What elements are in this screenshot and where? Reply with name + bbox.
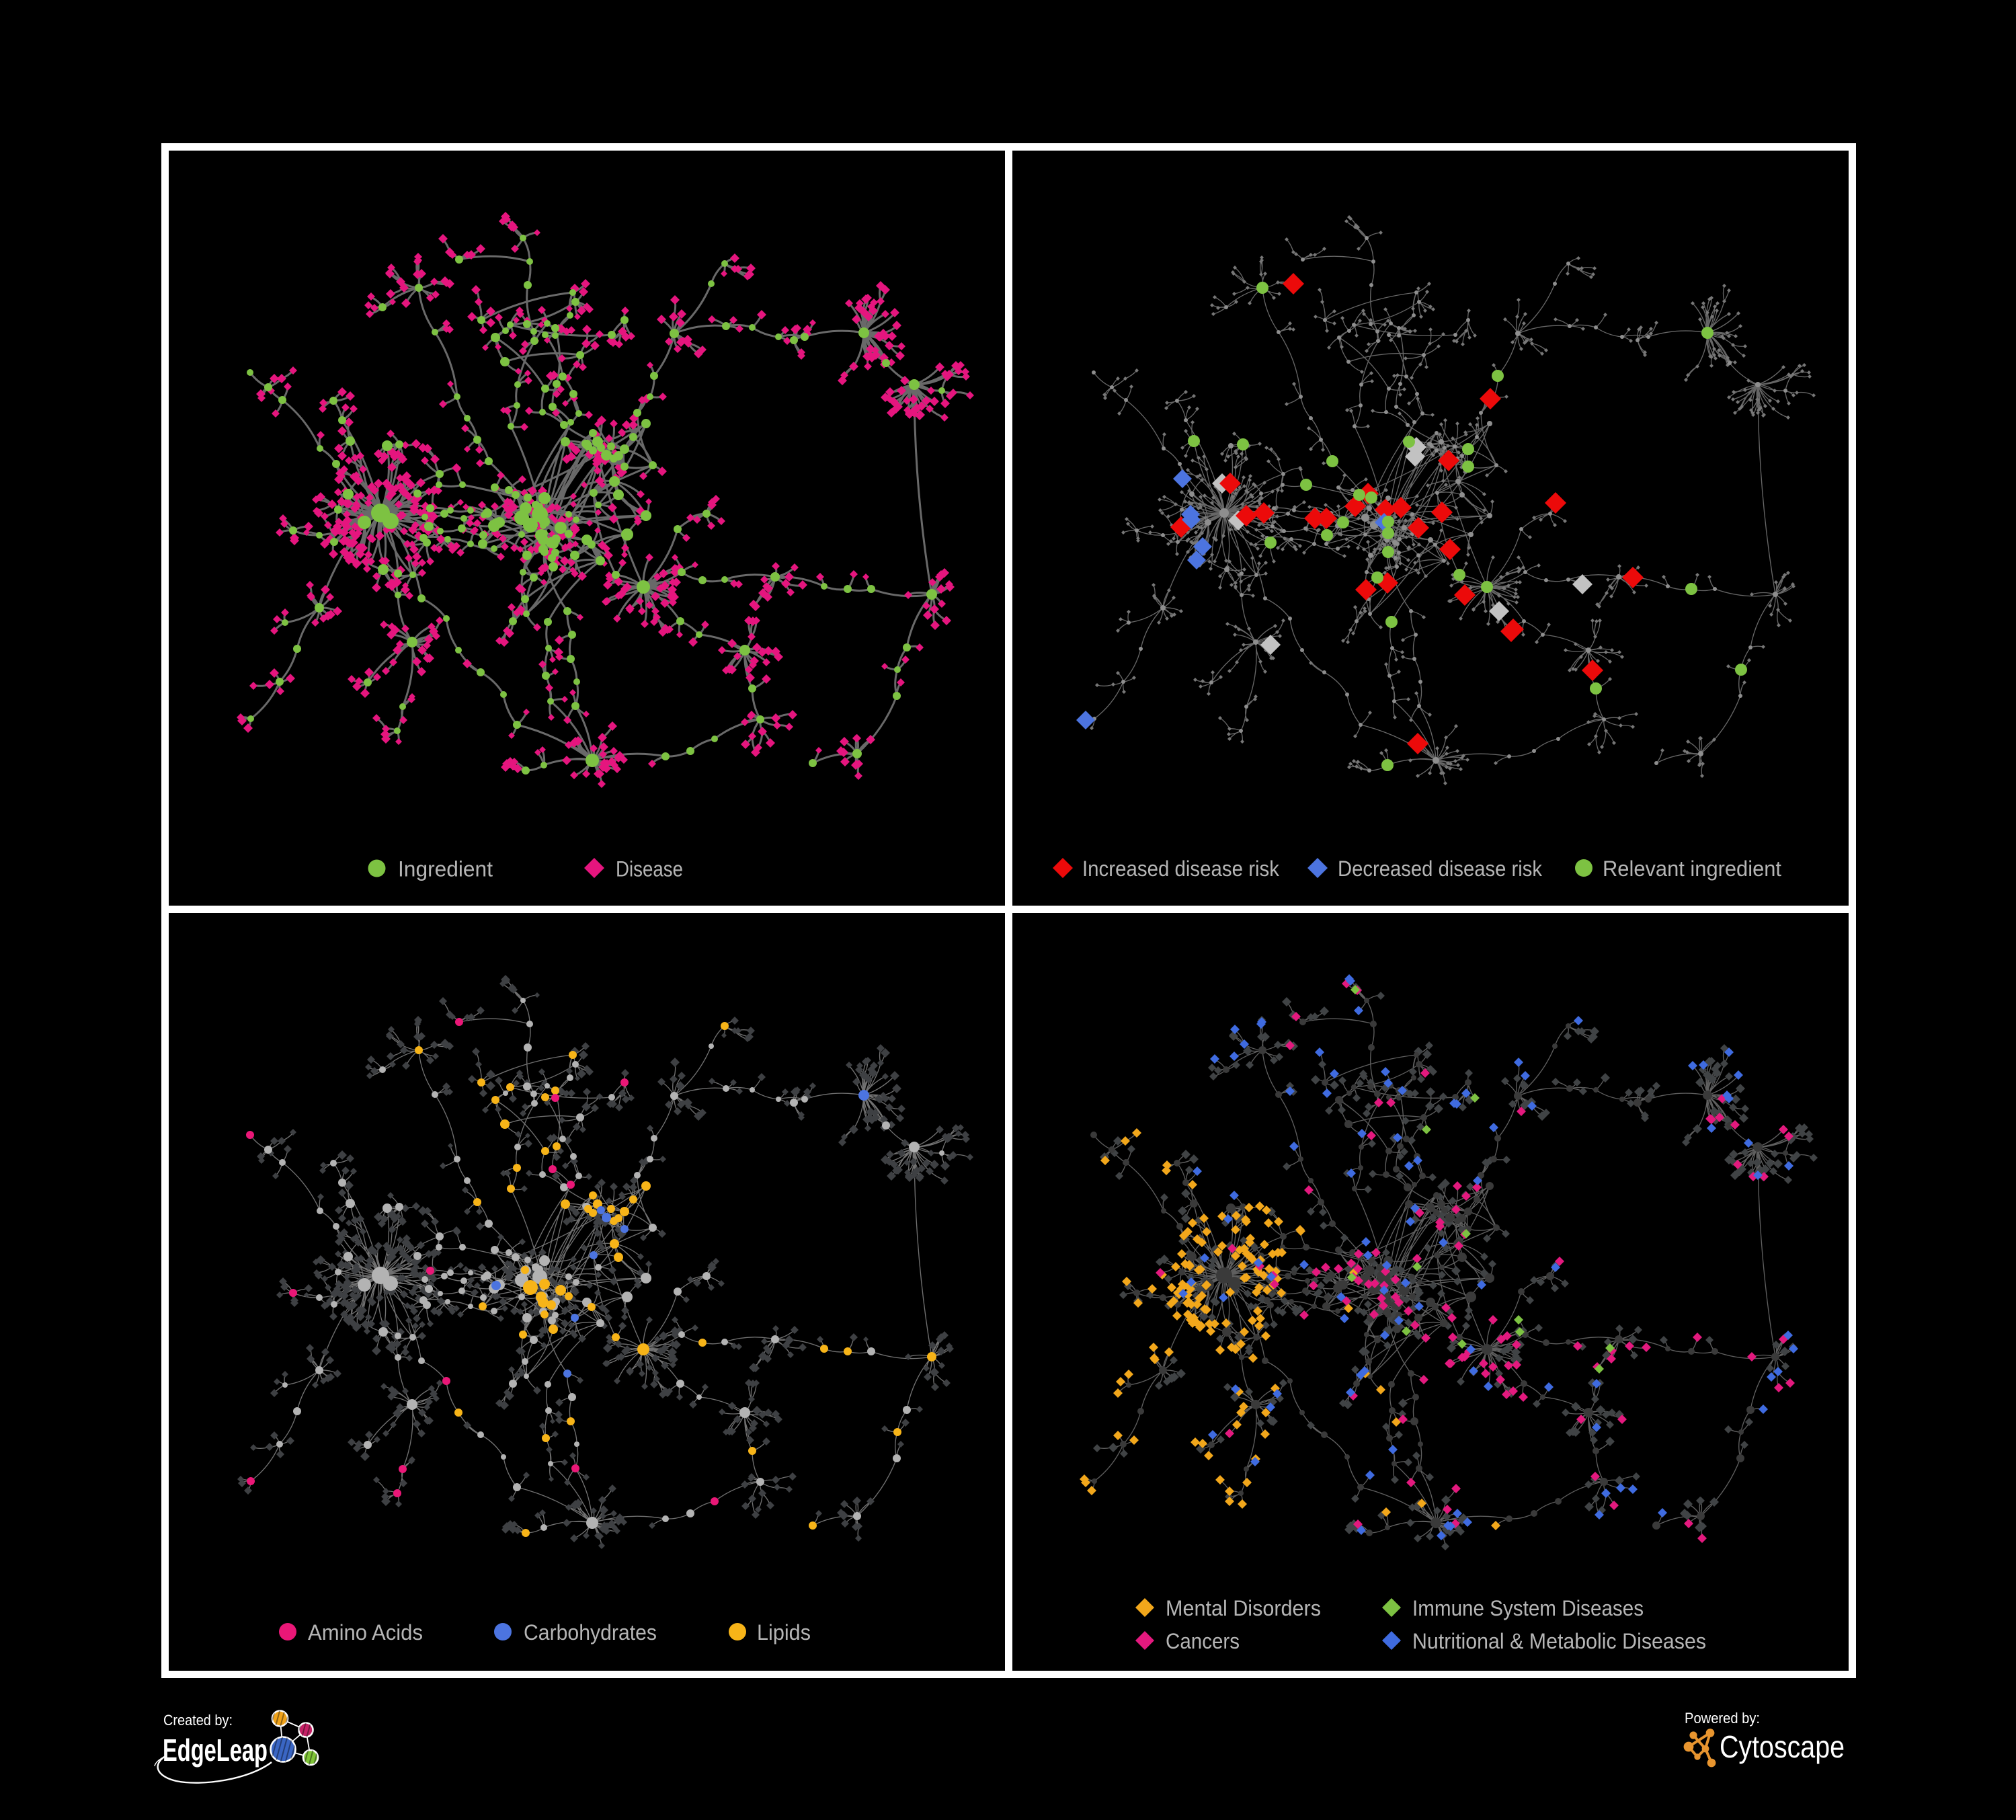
svg-text:Amino Acids: Amino Acids <box>308 1620 423 1645</box>
svg-text:EdgeLeap: EdgeLeap <box>163 1733 268 1768</box>
svg-text:Mental Disorders: Mental Disorders <box>1166 1596 1321 1620</box>
svg-text:Immune System Diseases: Immune System Diseases <box>1412 1596 1644 1620</box>
svg-text:Carbohydrates: Carbohydrates <box>524 1620 657 1645</box>
svg-text:Created by:: Created by: <box>163 1712 233 1729</box>
svg-text:Nutritional & Metabolic Diseas: Nutritional & Metabolic Diseases <box>1412 1629 1706 1653</box>
svg-text:Cytoscape: Cytoscape <box>1720 1729 1845 1764</box>
svg-text:Powered by:: Powered by: <box>1685 1710 1760 1727</box>
svg-text:Decreased disease risk: Decreased disease risk <box>1338 857 1543 881</box>
svg-text:Disease: Disease <box>616 857 683 881</box>
svg-text:Cancers: Cancers <box>1166 1629 1240 1653</box>
svg-text:Increased disease risk: Increased disease risk <box>1082 857 1280 881</box>
svg-text:Relevant ingredient: Relevant ingredient <box>1603 857 1781 881</box>
svg-text:Lipids: Lipids <box>757 1620 811 1645</box>
svg-text:Ingredient: Ingredient <box>398 857 493 881</box>
